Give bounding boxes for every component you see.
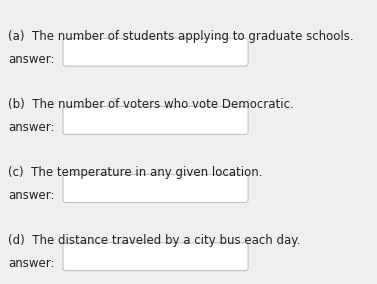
Text: (c)  The temperature in any given location.: (c) The temperature in any given locatio… [8,166,263,179]
FancyBboxPatch shape [63,38,248,66]
Text: (b)  The number of voters who vote Democratic.: (b) The number of voters who vote Democr… [8,98,294,111]
Text: answer:: answer: [8,121,55,134]
Text: answer:: answer: [8,257,55,270]
Text: (a)  The number of students applying to graduate schools.: (a) The number of students applying to g… [8,30,354,43]
Text: answer:: answer: [8,53,55,66]
Text: answer:: answer: [8,189,55,202]
FancyBboxPatch shape [63,106,248,134]
FancyBboxPatch shape [63,243,248,271]
FancyBboxPatch shape [63,175,248,202]
Text: (d)  The distance traveled by a city bus each day.: (d) The distance traveled by a city bus … [8,234,301,247]
